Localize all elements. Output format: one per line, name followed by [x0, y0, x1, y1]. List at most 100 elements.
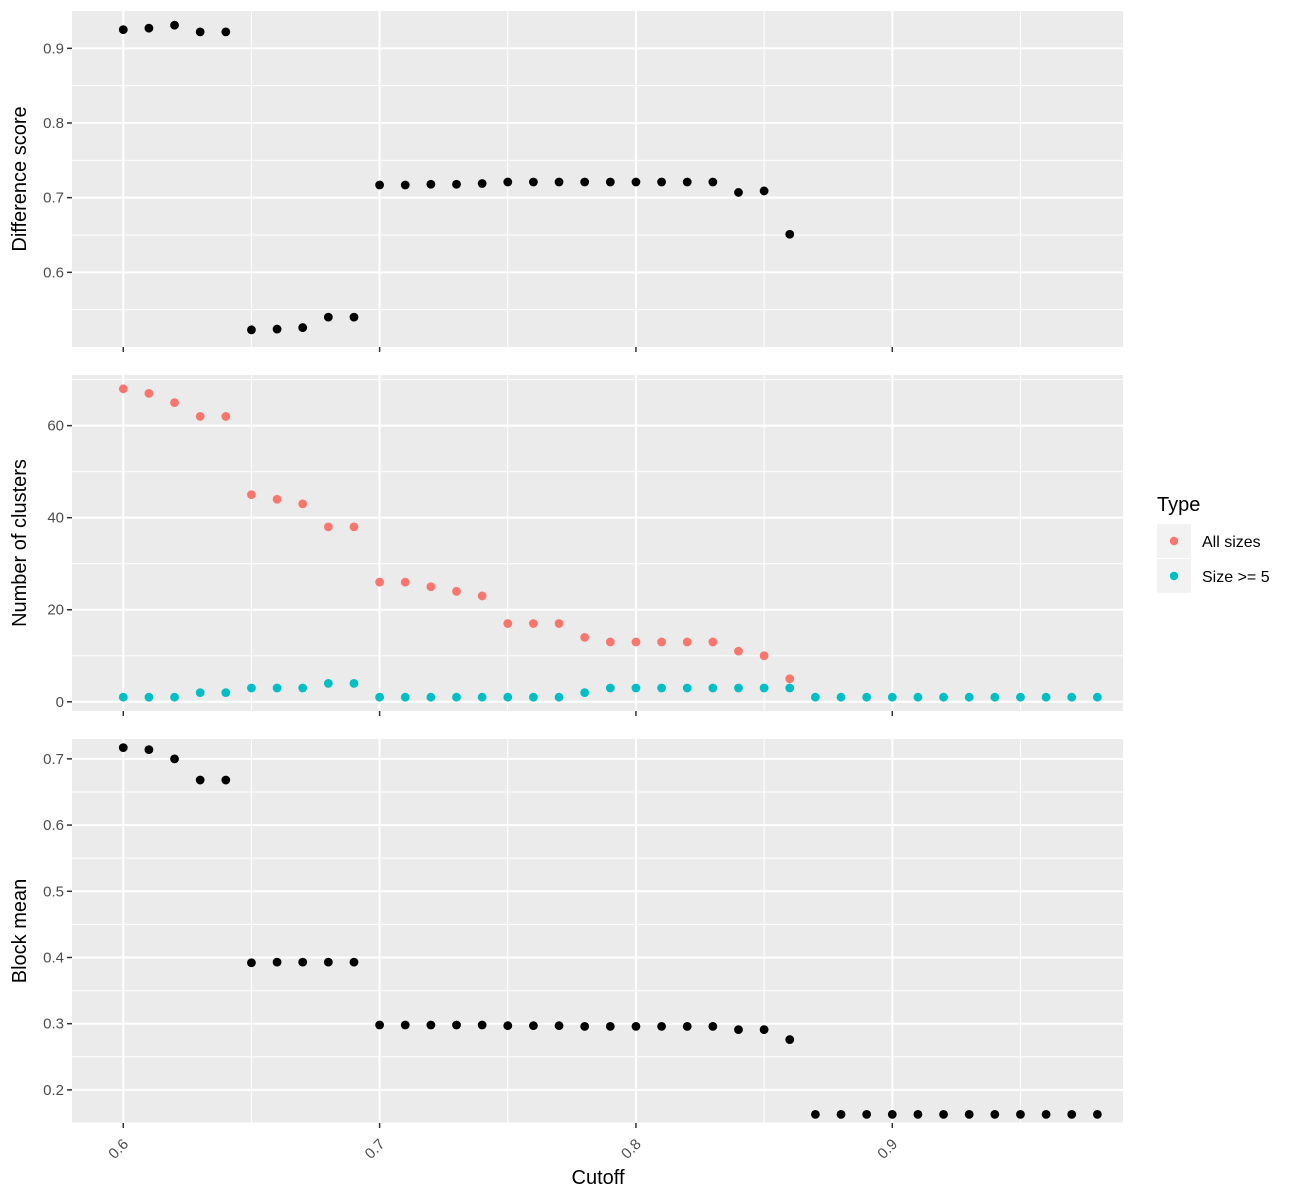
- data-point: [144, 389, 154, 398]
- data-point: [298, 499, 308, 509]
- data-point: [195, 688, 205, 697]
- data-point: [195, 775, 205, 785]
- data-point: [682, 1021, 692, 1031]
- data-point: [554, 1021, 564, 1031]
- data-point: [708, 177, 718, 187]
- data-point: [682, 683, 692, 693]
- data-point: [477, 1020, 487, 1030]
- data-point: [605, 637, 615, 647]
- y-tick-label: 40: [47, 510, 64, 527]
- data-point: [1067, 1109, 1077, 1119]
- panels: 0.6 0.7 0.8 0.9 Difference score 0 20 40 60 Numbe…: [9, 11, 1123, 1163]
- data-point: [349, 312, 359, 322]
- data-point: [452, 1020, 461, 1030]
- y-tick-label: 0.2: [43, 1082, 64, 1099]
- legend-label-all-sizes: All sizes: [1202, 534, 1261, 551]
- data-point: [862, 692, 872, 702]
- y-tick-label: 20: [47, 602, 64, 619]
- data-point: [272, 494, 282, 504]
- data-point: [605, 177, 615, 187]
- y-tick-label: 0.6: [43, 264, 64, 281]
- y-tick-label: 0.4: [43, 949, 64, 966]
- y-axis-title: Number of clusters: [9, 459, 31, 627]
- data-point: [426, 1020, 436, 1030]
- data-point: [195, 27, 205, 37]
- x-tick-label: 0.8: [618, 1136, 645, 1163]
- data-point: [657, 177, 666, 187]
- data-point: [426, 179, 436, 189]
- data-point: [810, 1109, 820, 1119]
- data-point: [657, 1021, 666, 1031]
- panel-1: 0.6 0.7 0.8 0.9 Difference score: [9, 11, 1123, 352]
- series-1: [118, 743, 1102, 1119]
- legend-key-all-sizes: [1169, 536, 1179, 546]
- data-point: [323, 678, 333, 688]
- data-point: [298, 683, 308, 693]
- data-point: [170, 398, 179, 408]
- data-point: [272, 957, 282, 967]
- data-point: [503, 692, 513, 702]
- data-point: [170, 20, 179, 30]
- y-tick-label: 0.7: [43, 751, 64, 768]
- data-point: [913, 692, 923, 702]
- data-point: [785, 674, 795, 684]
- data-point: [221, 688, 231, 697]
- data-point: [1041, 1109, 1051, 1119]
- data-point: [990, 692, 1000, 702]
- data-point: [734, 683, 743, 693]
- data-point: [554, 619, 564, 628]
- data-point: [631, 683, 641, 693]
- data-point: [759, 186, 769, 196]
- data-point: [810, 692, 820, 702]
- data-point: [272, 324, 282, 334]
- data-point: [426, 692, 436, 702]
- data-point: [631, 1021, 641, 1031]
- data-point: [682, 637, 692, 647]
- data-point: [452, 179, 461, 189]
- data-point: [118, 25, 128, 35]
- y-tick-label: 0.3: [43, 1016, 64, 1033]
- data-point: [964, 692, 974, 702]
- data-point: [247, 325, 256, 335]
- data-point: [1016, 1109, 1025, 1119]
- data-point: [913, 1109, 923, 1119]
- data-point: [323, 522, 333, 532]
- x-tick-label: 0.6: [105, 1136, 132, 1163]
- series-2: [118, 678, 1102, 702]
- data-point: [990, 1109, 1000, 1119]
- data-point: [503, 1021, 513, 1031]
- data-point: [118, 692, 128, 702]
- data-point: [503, 619, 513, 628]
- data-point: [477, 179, 487, 188]
- y-tick-label: 0.5: [43, 883, 64, 900]
- panel-background: [72, 11, 1123, 347]
- y-tick-label: 60: [47, 418, 64, 435]
- data-point: [785, 1035, 795, 1044]
- data-point: [247, 958, 256, 968]
- y-tick-label: 0: [56, 694, 64, 711]
- data-point: [298, 323, 308, 332]
- data-point: [580, 688, 590, 697]
- data-point: [529, 619, 538, 628]
- data-point: [657, 637, 666, 647]
- data-point: [529, 177, 538, 187]
- data-point: [887, 692, 897, 702]
- data-point: [426, 582, 436, 592]
- data-point: [144, 745, 154, 754]
- data-point: [708, 1021, 718, 1031]
- panel-background: [72, 739, 1123, 1123]
- data-point: [605, 683, 615, 693]
- data-point: [580, 632, 590, 642]
- series-1: [118, 384, 795, 684]
- data-point: [708, 637, 718, 647]
- panel-2: 0 20 40 60 Number of clusters: [9, 375, 1123, 716]
- data-point: [836, 692, 846, 702]
- data-point: [759, 683, 769, 693]
- y-tick-label: 0.6: [43, 817, 64, 834]
- data-point: [708, 683, 718, 693]
- data-point: [580, 177, 590, 187]
- data-point: [272, 683, 282, 693]
- data-point: [1041, 692, 1051, 702]
- data-point: [170, 754, 179, 764]
- data-point: [221, 775, 231, 785]
